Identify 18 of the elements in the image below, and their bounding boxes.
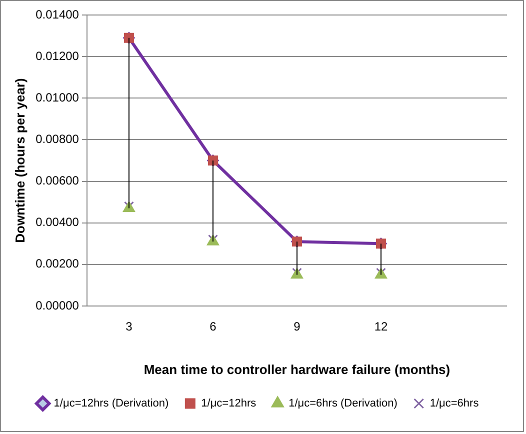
y-axis-title: Downtime (hours per year) (12, 78, 28, 243)
x-tick-label: 6 (210, 320, 217, 334)
legend-label: 1/μc=6hrs (Derivation) (288, 398, 398, 410)
y-tick-label: 0.01000 (36, 90, 80, 104)
y-tick-label: 0.00200 (36, 256, 80, 271)
legend-label: 1/μc=6hrs (430, 398, 480, 410)
y-tick-label: 0.00000 (36, 298, 80, 312)
x-tick-label: 9 (294, 320, 301, 334)
legend-label: 1/μc=12hrs (Derivation) (54, 398, 169, 410)
y-tick-label: 0.01200 (36, 48, 80, 63)
y-tick-label: 0.00600 (36, 174, 80, 188)
x-axis-title: Mean time to controller hardware failure (months) (144, 362, 450, 377)
y-tick-label: 0.00400 (36, 215, 80, 230)
x-tick-label: 12 (374, 320, 388, 334)
y-tick-label: 0.01400 (36, 7, 80, 22)
x-tick-label: 3 (126, 320, 133, 334)
legend-label: 1/μc=12hrs (201, 398, 257, 410)
y-tick-label: 0.00800 (36, 132, 80, 146)
